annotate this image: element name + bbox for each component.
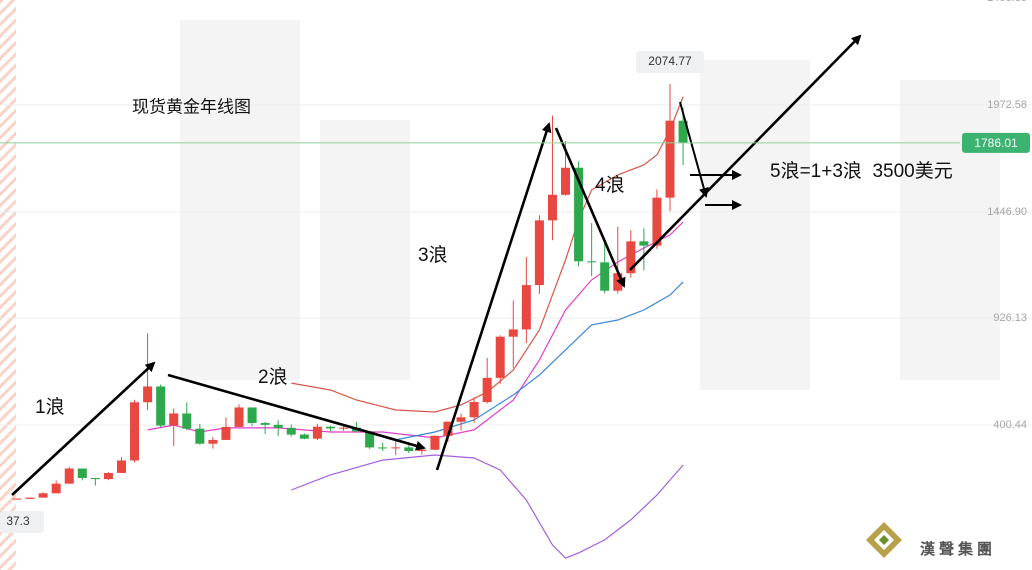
candle-body (365, 431, 375, 448)
candle-body (561, 167, 571, 195)
candle-body (404, 447, 414, 451)
candle-body (182, 413, 192, 429)
candle-body (103, 472, 113, 480)
candle-body (195, 428, 205, 444)
watermark: 漢聲集團 (920, 540, 996, 558)
candle-body (25, 497, 35, 499)
indicator-line (291, 454, 684, 559)
wave-label: 1浪 (35, 396, 65, 418)
candle-body (260, 422, 270, 425)
candle-body (600, 262, 610, 291)
price-tag-label: 1786.01 (974, 136, 1018, 150)
candle-body (51, 483, 61, 494)
candle-body (534, 220, 544, 286)
candle-body (430, 435, 440, 450)
candle-body (90, 477, 100, 480)
left-edge (0, 0, 16, 570)
candle-body (273, 424, 283, 428)
candle-body (417, 449, 427, 451)
candle-body (116, 460, 126, 473)
candle-body (299, 434, 309, 439)
y-tick-label: 1446.90 (987, 206, 1027, 218)
candle-body (665, 120, 675, 198)
candle-body (678, 120, 688, 143)
candle-body (156, 386, 166, 426)
candle-body (247, 407, 257, 423)
low-tag (0, 511, 44, 533)
candle-body (587, 261, 597, 263)
y-tick-label: 400.44 (993, 419, 1027, 431)
candle-body (456, 417, 466, 422)
candle-body (12, 498, 22, 500)
y-tick-label: 926.13 (993, 312, 1027, 324)
candle-body (312, 426, 322, 439)
candle-body (508, 329, 518, 337)
candle-body (521, 285, 531, 330)
candle-body (234, 407, 244, 427)
candle-body (443, 421, 453, 436)
candle-body (339, 427, 348, 429)
high-tag (636, 51, 704, 73)
candle-body (639, 241, 649, 246)
high-tag-label: 2074.77 (648, 54, 692, 68)
candle-body (482, 377, 492, 403)
candle-body (325, 426, 335, 429)
indicator-line (291, 96, 684, 413)
wave-label: 5浪=1+3浪 3500美元 (770, 160, 953, 182)
chart-title: 现货黄金年线图 (132, 97, 251, 116)
candle-body (169, 413, 179, 426)
background-buildings (180, 20, 1000, 390)
candle-body (208, 439, 218, 444)
candle-body (77, 468, 87, 478)
y-tick-label: 1972.58 (987, 99, 1027, 111)
candle-body (221, 426, 231, 440)
candle-body (469, 402, 479, 418)
wave-label: 2浪 (258, 366, 288, 388)
wave-arrows (11, 34, 862, 496)
candle-body (652, 197, 662, 246)
candle-body (626, 241, 636, 274)
wave-label: 3浪 (418, 244, 448, 266)
candle-body (64, 468, 74, 484)
logo (866, 522, 902, 558)
low-tag-label: 37.3 (6, 514, 30, 528)
y-tick-label: 2498.35 (987, 0, 1027, 4)
wave-label: 4浪 (595, 174, 625, 196)
candle-body (38, 493, 48, 498)
candle-body (574, 167, 584, 262)
price-tag (962, 132, 1030, 153)
candle-body (391, 447, 401, 449)
candle-body (495, 336, 505, 378)
candle-body (130, 402, 140, 461)
candle-body (547, 194, 557, 221)
candle-body (378, 447, 388, 449)
candle-body (286, 427, 296, 435)
candle-body (143, 386, 153, 403)
